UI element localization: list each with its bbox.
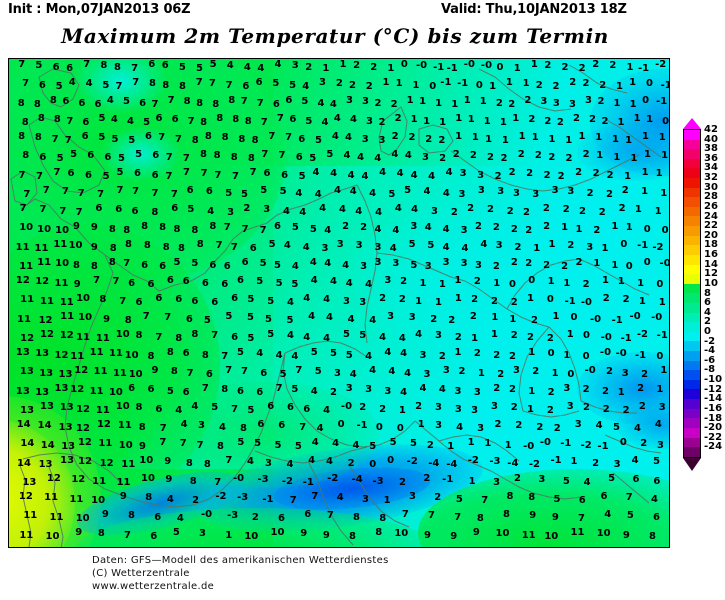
page-title: Maximum 2m Temperatur (°C) bis zum Termi…: [61, 24, 609, 48]
footer-line-website[interactable]: www.wetterzentrale.de: [92, 581, 215, 592]
colorbar-band: [684, 418, 700, 428]
colorbar-band: [684, 187, 700, 198]
colorbar-under-arrow-icon: [683, 458, 701, 471]
colorbar-band: [684, 399, 700, 409]
colorbar-band: [684, 274, 700, 284]
colorbar-band: [684, 226, 700, 236]
colorbar-tick-label: 32: [704, 172, 718, 184]
colorbar-band: [684, 427, 700, 438]
colorbar-tick-label: 18: [704, 239, 718, 251]
colorbar-band: [684, 322, 700, 332]
colorbar-band: [684, 370, 700, 380]
colorbar-tick-labels: 42 40 38 36 34 32 30 28 26 24 22 20 18 16 14 12 10 8 6 4 2 0-…: [704, 124, 725, 464]
colorbar-tick-label: -4: [704, 345, 716, 357]
colorbar-bands: [683, 129, 701, 458]
colorbar-tick-label: 20: [704, 229, 718, 241]
footer-line-copyright: (C) Wetterzentrale: [92, 568, 190, 579]
fill-green-central-bottom: [154, 381, 379, 489]
colorbar-tick-label: 38: [704, 143, 718, 155]
colorbar-tick-label: 14: [704, 258, 718, 270]
colorbar-tick-label: 2: [704, 316, 711, 328]
fill-cyan-central: [352, 205, 577, 352]
colorbar-band: [684, 408, 700, 419]
temperature-colorbar: 42 40 38 36 34 32 30 28 26 24 22 20 18 16 14 12 10 8 6 4 2 0-…: [683, 118, 725, 498]
colorbar-band: [684, 178, 700, 188]
colorbar-band: [684, 389, 700, 400]
colorbar-tick-label: 10: [704, 277, 718, 289]
colorbar-tick-label: -18: [704, 412, 723, 424]
temperature-color-field: [9, 59, 669, 547]
colorbar-band: [684, 158, 700, 169]
colorbar-band: [684, 168, 700, 179]
colorbar-band: [684, 130, 700, 140]
fill-cyan-notch-nw: [75, 59, 168, 113]
colorbar-band: [684, 331, 700, 342]
colorbar-band: [684, 235, 700, 246]
colorbar-tick-label: 12: [704, 268, 718, 280]
colorbar-band: [684, 206, 700, 217]
colorbar-band: [684, 437, 700, 448]
colorbar-band: [684, 302, 700, 313]
colorbar-band: [684, 149, 700, 159]
colorbar-tick-label: 6: [704, 297, 711, 309]
colorbar-band: [684, 245, 700, 255]
colorbar-tick-label: -2: [704, 335, 716, 347]
colorbar-band: [684, 312, 700, 323]
colorbar-tick-label: -10: [704, 374, 723, 386]
source-credit: Daten: GFS—Modell des amerikanischen Wet…: [92, 554, 389, 593]
colorbar-tick-label: -20: [704, 422, 723, 434]
colorbar-band: [684, 264, 700, 275]
colorbar-tick-label: -6: [704, 354, 716, 366]
colorbar-tick-label: 30: [704, 181, 718, 193]
coastline-and-borders: [10, 64, 662, 547]
colorbar-tick-label: 22: [704, 220, 718, 232]
init-timestamp: Init : Mon,07JAN2013 06Z: [8, 2, 191, 17]
colorbar-band: [684, 351, 700, 361]
temperature-map[interactable]: 7 5 6 6 7 8 8 7 6 6 5 5 5 4 4 4 4 3 2 1 1 2 2 1 0 -0 -1 -1 -0 -0 0 1 1 2 2…: [8, 58, 670, 548]
colorbar-band: [684, 254, 700, 265]
colorbar-tick-label: -24: [704, 441, 723, 453]
colorbar-tick-label: 8: [704, 287, 711, 299]
colorbar-tick-label: -8: [704, 364, 716, 376]
colorbar-tick-label: 24: [704, 210, 718, 222]
colorbar-band: [684, 283, 700, 294]
colorbar-band: [684, 379, 700, 390]
colorbar-band: [684, 197, 700, 207]
valid-timestamp: Valid: Thu,10JAN2013 18Z: [441, 2, 627, 17]
colorbar-tick-label: 16: [704, 249, 718, 261]
colorbar-tick-label: -16: [704, 402, 723, 414]
colorbar-tick-label: -14: [704, 393, 723, 405]
colorbar-band: [684, 216, 700, 227]
colorbar-tick-label: 0: [704, 325, 711, 337]
colorbar-tick-label: -12: [704, 383, 723, 395]
colorbar-tick-label: 40: [704, 133, 718, 145]
colorbar-tick-label: 36: [704, 152, 718, 164]
colorbar-band: [684, 360, 700, 371]
colorbar-band: [684, 447, 700, 457]
colorbar-tick-label: -22: [704, 431, 723, 443]
fill-cyan-notch-nw2: [101, 127, 181, 181]
colorbar-band: [684, 139, 700, 150]
colorbar-band: [684, 341, 700, 352]
colorbar-band: [684, 293, 700, 303]
colorbar-tick-label: 26: [704, 200, 718, 212]
colorbar-tick-label: 4: [704, 306, 711, 318]
colorbar-tick-label: 34: [704, 162, 718, 174]
colorbar-tick-label: 42: [704, 124, 718, 135]
footer-line-data-source: Daten: GFS—Modell des amerikanischen Wet…: [92, 555, 389, 566]
colorbar-over-arrow-icon: [683, 118, 701, 129]
colorbar-tick-label: 28: [704, 191, 718, 203]
